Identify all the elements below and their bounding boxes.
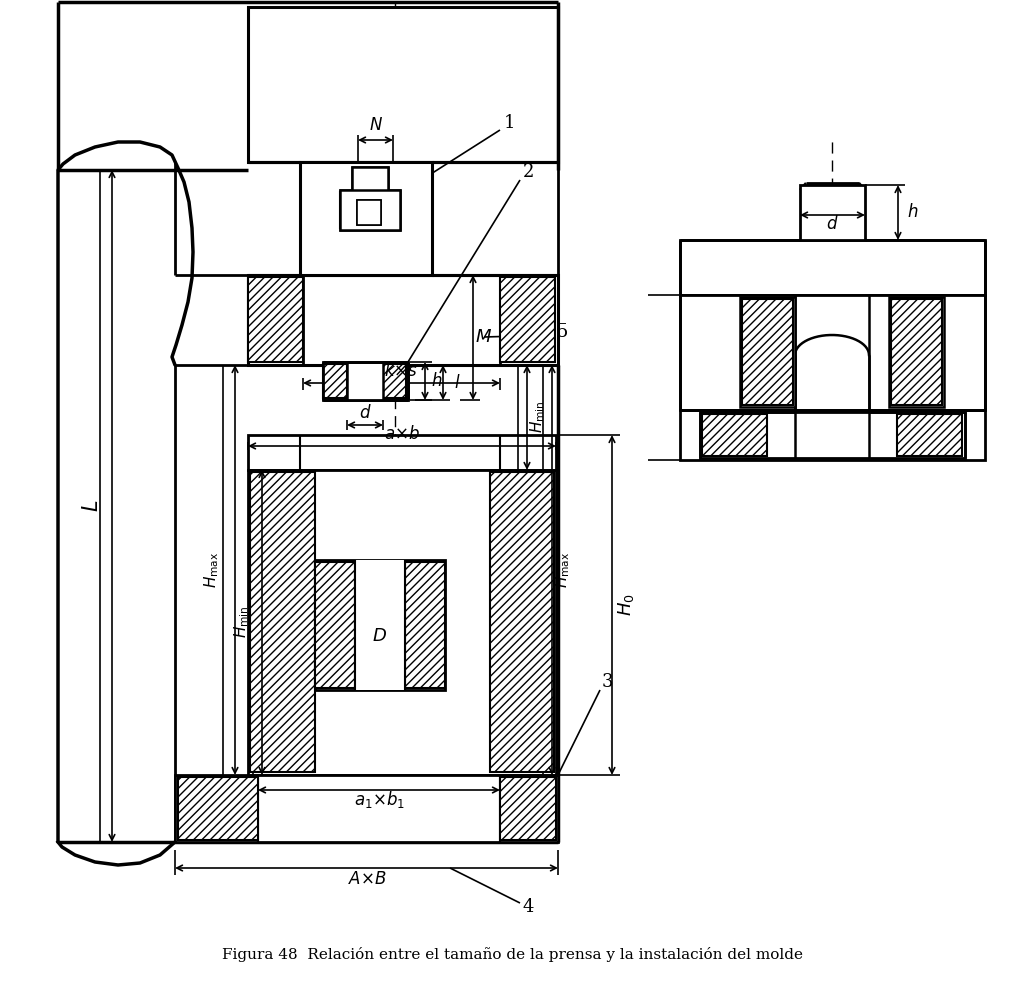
Text: $A{\times}B$: $A{\times}B$ [348,871,386,888]
Bar [248,435,556,470]
Bar [323,364,347,398]
Bar [248,7,558,162]
Bar [248,275,558,365]
Text: $H_{\rm min}$: $H_{\rm min}$ [232,606,251,639]
Text: $a_1{\times}b_1$: $a_1{\times}b_1$ [353,789,404,811]
Text: 2: 2 [522,163,534,181]
Text: $H_{\rm min}$: $H_{\rm min}$ [528,401,548,434]
Bar [352,167,388,195]
Bar [702,414,767,456]
Text: $h$: $h$ [431,372,442,390]
Text: Figura 48  Relación entre el tamaño de la prensa y la instalación del molde: Figura 48 Relación entre el tamaño de la… [221,947,803,962]
Bar [500,777,556,840]
Bar [250,472,315,772]
Bar [315,560,445,690]
Bar [700,412,965,458]
Bar [357,200,381,225]
Bar [740,297,795,407]
Bar [500,277,555,362]
Bar [359,202,379,223]
Bar [248,470,556,775]
Bar [800,185,865,240]
Bar [742,299,793,405]
Text: 5: 5 [556,323,567,341]
Bar [178,777,258,840]
Text: $h$: $h$ [907,203,919,221]
Bar [893,301,940,403]
Text: $L$: $L$ [82,500,102,512]
Bar [248,7,558,162]
Bar [315,560,445,690]
Bar [323,362,408,400]
Bar [680,295,985,410]
Bar [889,297,944,407]
Bar [352,167,388,195]
Text: $k{\times}s$: $k{\times}s$ [384,362,418,380]
Text: 3: 3 [601,673,612,691]
Text: $d$: $d$ [825,215,839,233]
Bar [300,162,432,275]
Text: $l$: $l$ [454,374,460,392]
Text: 4: 4 [522,898,534,916]
Bar [175,775,558,842]
Bar [342,194,398,226]
Text: $d$: $d$ [358,404,372,422]
Bar [891,299,942,405]
Bar [897,414,962,456]
Bar [340,190,400,230]
Bar [406,562,445,688]
Text: $H_0$: $H_0$ [616,594,636,617]
Bar [300,162,432,275]
Text: $D$: $D$ [373,627,387,645]
Bar [680,240,985,295]
Text: $a{\times}b$: $a{\times}b$ [384,425,420,443]
Text: $N$: $N$ [369,117,383,134]
Bar [680,410,985,460]
Bar [347,364,383,400]
Text: 1: 1 [504,114,516,132]
Bar [383,364,406,398]
Bar [742,299,793,405]
Bar [315,562,355,688]
Bar [891,299,942,405]
Text: $M$: $M$ [475,328,493,346]
Bar [355,560,406,690]
Bar [340,192,400,228]
Bar [490,472,554,772]
Bar [744,301,791,403]
Bar [357,200,381,225]
Bar [248,277,303,362]
Text: $H_{\rm max}$: $H_{\rm max}$ [203,551,221,588]
Bar [340,190,400,230]
Text: $H_{\rm max}$: $H_{\rm max}$ [554,551,572,588]
